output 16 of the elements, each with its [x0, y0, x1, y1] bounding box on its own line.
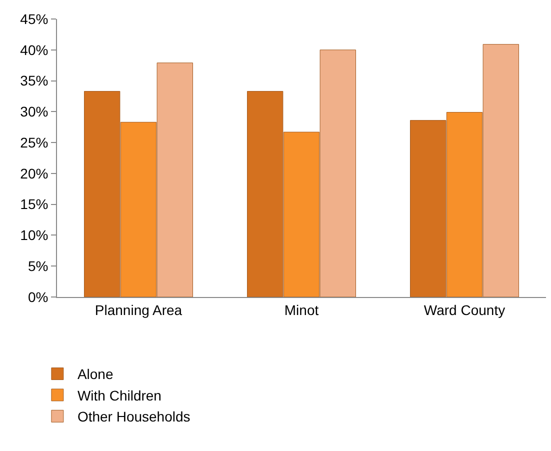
y-tick-label: 5%	[28, 258, 48, 274]
x-tick-label: Minot	[284, 302, 319, 318]
y-tick-label: 45%	[20, 10, 48, 27]
x-tick-label: Planning Area	[94, 302, 182, 318]
y-tick-label: 15%	[20, 196, 48, 212]
y-tick-label: 35%	[20, 72, 48, 89]
legend-label: Other Households	[77, 408, 190, 425]
y-tick-label: 20%	[20, 165, 48, 182]
legend-label: With Children	[77, 387, 162, 404]
y-tick-label: 30%	[20, 104, 48, 120]
legend-label: Alone	[77, 366, 114, 382]
y-tick-label: 25%	[20, 134, 48, 150]
y-tick-label: 10%	[20, 227, 48, 244]
x-tick-label: Ward County	[424, 302, 506, 318]
y-tick-label: 40%	[20, 42, 48, 58]
y-tick-label: 0%	[28, 288, 48, 305]
